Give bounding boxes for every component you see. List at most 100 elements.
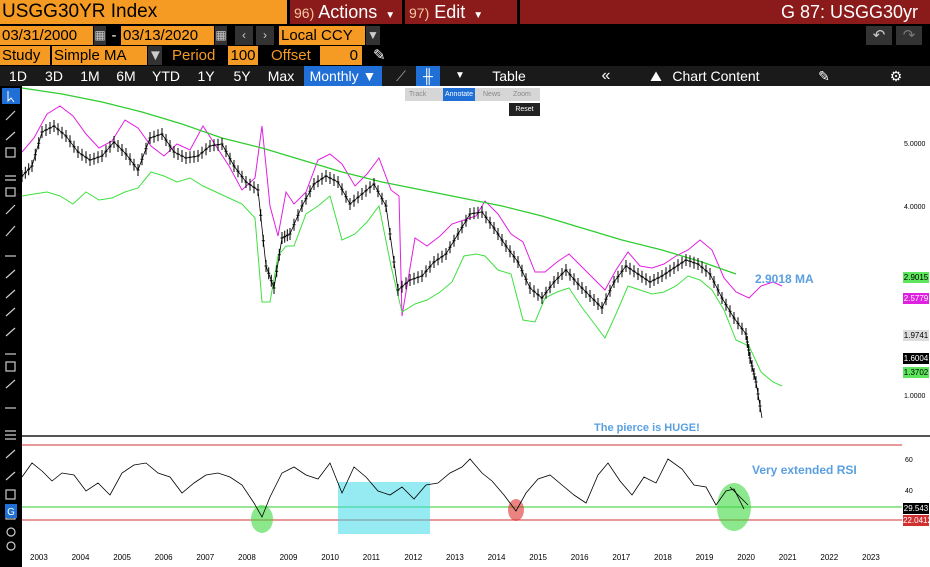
frequency-select[interactable]: Monthly ▼ [304, 66, 382, 86]
period-1y[interactable]: 1Y [197, 68, 215, 84]
study-select[interactable]: Simple MA [52, 46, 147, 65]
reset-button[interactable]: Reset [509, 103, 540, 116]
edit-label: Edit [434, 2, 466, 22]
settings-gear-icon[interactable]: ⚙ [889, 68, 903, 84]
undo-icon[interactable]: ↶ [866, 26, 892, 45]
panel-divider[interactable] [22, 435, 930, 437]
rsi-axis [902, 437, 930, 549]
drawing-tools-icons: G [2, 88, 20, 551]
period-max[interactable]: Max [267, 68, 295, 84]
annotate-button[interactable]: Annotate [443, 88, 476, 101]
year-label: 2008 [238, 553, 256, 562]
period-3d[interactable]: 3D [45, 68, 63, 84]
collapse-icon[interactable]: « [601, 67, 611, 84]
end-date-field[interactable]: 03/13/2020 [121, 26, 214, 45]
year-label: 2005 [113, 553, 131, 562]
price-axis [902, 86, 930, 436]
zoom-button[interactable]: Zoom [513, 91, 531, 98]
date-separator: - [111, 27, 117, 44]
table-button[interactable]: Table [492, 68, 526, 84]
rsi-value-label: 29.543 [903, 503, 929, 514]
study-dropdown-icon[interactable]: ▼ [148, 46, 163, 65]
upper-band-line [21, 105, 783, 317]
year-label: 2012 [404, 553, 423, 562]
chart-content-icon: ⛰ [650, 68, 662, 84]
mini-toolbar: Track Annotate News Zoom [405, 88, 540, 101]
year-label: 2023 [862, 553, 880, 562]
price-chart[interactable] [20, 86, 902, 436]
period-5y[interactable]: 5Y [233, 68, 251, 84]
rsi-circle-green [251, 505, 273, 533]
next-arrow-icon[interactable]: › [256, 26, 274, 45]
lower-band-value-label: 1.3702 [903, 367, 929, 378]
year-label: 2022 [820, 553, 839, 562]
offset-label: Offset [271, 47, 311, 64]
rsi-highlight-box [338, 482, 430, 534]
redo-icon[interactable]: ↷ [896, 26, 922, 45]
svg-text:G: G [7, 507, 15, 518]
year-label: 2006 [154, 553, 173, 562]
period-6m[interactable]: 6M [116, 68, 136, 84]
price-tick: 5.0000 [904, 141, 926, 148]
edit-menu[interactable]: 97) Edit ▼ [405, 0, 517, 24]
price-tick: 1.0000 [904, 393, 926, 400]
start-date-field[interactable]: 03/31/2000 [0, 26, 93, 45]
line-chart-icon[interactable]: ⟋ [396, 68, 406, 84]
year-label: 2015 [529, 553, 547, 562]
rsi-line [21, 458, 745, 518]
rsi-circle-red [508, 499, 524, 521]
year-label: 2003 [30, 553, 48, 562]
period-input[interactable]: 100 [228, 46, 258, 65]
ticker-field[interactable]: USGG30YR Index [0, 0, 287, 24]
year-label: 2010 [321, 553, 339, 562]
news-button[interactable]: News [483, 91, 501, 98]
currency-select[interactable]: Local CCY [279, 26, 365, 45]
price-tick: 4.0000 [904, 204, 926, 211]
calendar-icon[interactable]: ▦ [94, 26, 106, 45]
actions-menu[interactable]: 96) Actions ▼ [290, 0, 402, 24]
chart-content-button[interactable]: Chart Content [672, 68, 760, 84]
actions-num: 96) [294, 5, 315, 21]
chart-toolbar [0, 66, 930, 86]
edit-chart-icon[interactable]: ✎ [818, 68, 830, 84]
chart-title: G 87: USGG30yr [520, 0, 930, 24]
ma-annotation: 2.9018 MA [755, 272, 814, 286]
year-label: 2018 [654, 553, 672, 562]
calendar-icon[interactable]: ▦ [215, 26, 227, 45]
moving-average-line [21, 87, 737, 275]
rsi-low-label: 22.0412 [903, 515, 930, 526]
currency-dropdown-icon[interactable]: ▼ [366, 26, 380, 45]
lower-band-line [21, 171, 783, 387]
rsi-annotation: Very extended RSI [752, 463, 857, 477]
study-label: Study [0, 46, 50, 65]
year-label: 2021 [778, 553, 797, 562]
chart-type-dropdown-icon[interactable]: ▼ [455, 70, 465, 81]
period-1d[interactable]: 1D [9, 68, 27, 84]
period-label: Period [172, 47, 216, 64]
period-1m[interactable]: 1M [80, 68, 100, 84]
year-label: 2017 [612, 553, 631, 562]
period-ytd[interactable]: YTD [152, 68, 180, 84]
year-label: 2019 [695, 553, 714, 562]
ma-value-label: 2.9015 [903, 272, 929, 283]
year-label: 2014 [487, 553, 506, 562]
rsi-chart[interactable] [21, 437, 902, 549]
track-button[interactable]: Track [409, 91, 427, 98]
time-axis [22, 549, 930, 567]
drawing-tools-panel [0, 86, 22, 567]
bar-chart-icon[interactable]: ╫ [416, 66, 440, 86]
year-label: 2011 [362, 553, 380, 562]
price-line [21, 125, 763, 419]
rsi-tick: 60 [905, 457, 913, 464]
edit-caret-icon: ▼ [473, 10, 484, 21]
year-label: 2020 [737, 553, 755, 562]
rsi-right-segment [729, 486, 749, 506]
offset-input[interactable]: 0 [320, 46, 362, 65]
year-label: 2004 [71, 553, 90, 562]
year-label: 2009 [279, 553, 298, 562]
mid-value-label: 1.9741 [903, 330, 929, 341]
price-chart-panel[interactable] [20, 86, 902, 436]
prev-arrow-icon[interactable]: ‹ [235, 26, 253, 45]
pencil-icon[interactable]: ✎ [373, 47, 386, 64]
rsi-panel[interactable] [21, 437, 902, 549]
